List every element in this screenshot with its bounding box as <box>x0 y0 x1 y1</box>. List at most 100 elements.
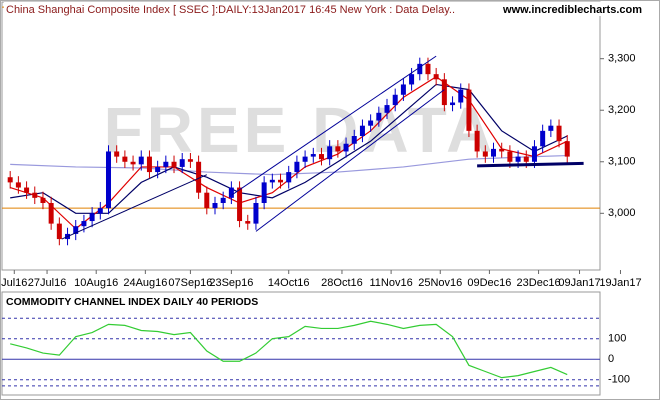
candle-body <box>40 197 46 203</box>
watermark: FREE DATA <box>104 94 497 166</box>
candle-body <box>130 161 136 165</box>
candle-body <box>196 161 202 193</box>
candle-body <box>425 63 431 75</box>
x-tick-label: 09Jan17 <box>558 277 600 289</box>
y-tick-label: 3,100 <box>608 156 636 168</box>
candle-body <box>228 187 234 198</box>
candle-body <box>458 89 464 103</box>
candle-body <box>32 192 38 198</box>
candle-body <box>294 161 300 173</box>
x-tick-label: 25Nov16 <box>418 277 462 289</box>
candle-body <box>171 161 177 167</box>
candle-body <box>155 166 161 173</box>
candle-body <box>163 161 169 167</box>
candle-body <box>179 159 185 167</box>
candle-body <box>253 203 259 224</box>
x-tick-label: 27Jul16 <box>28 277 67 289</box>
candle-body <box>97 208 103 214</box>
candle-body <box>507 151 513 162</box>
candle-body <box>73 226 79 234</box>
candle-body <box>335 146 341 152</box>
y-tick-label: 100 <box>608 333 626 345</box>
candle-body <box>384 105 390 113</box>
candle-body <box>89 213 95 222</box>
x-tick-label: 24Aug16 <box>123 277 167 289</box>
trend-line <box>255 89 445 232</box>
x-tick-label: 11Nov16 <box>370 277 413 289</box>
candle-body <box>245 221 251 224</box>
candle-body <box>368 120 374 126</box>
candle-body <box>187 159 193 162</box>
candle-body <box>515 156 521 162</box>
candle-body <box>474 130 480 152</box>
candle-body <box>417 63 423 75</box>
candle-body <box>351 136 357 144</box>
candle-body <box>269 179 275 183</box>
candle-body <box>441 79 447 106</box>
x-tick-label: 19Jan17 <box>599 277 641 289</box>
candle-body <box>491 148 497 157</box>
candle-body <box>56 223 62 240</box>
y-tick-label: 0 <box>608 353 614 365</box>
candle-body <box>146 156 152 173</box>
x-tick-label: 10Aug16 <box>74 277 118 289</box>
cci-line <box>10 320 568 379</box>
candle-body <box>499 148 505 152</box>
candle-body <box>409 74 415 85</box>
price-panel <box>1 1 601 271</box>
candle-body <box>482 151 488 157</box>
x-tick-label: Jul16 <box>1 277 27 289</box>
y-tick-label: 3,300 <box>608 53 636 65</box>
candle-body <box>466 89 472 131</box>
candle-body <box>400 84 406 95</box>
candle-body <box>24 187 30 193</box>
x-tick-label: 07Sep16 <box>168 277 212 289</box>
candle-body <box>204 192 210 209</box>
candle-body <box>540 130 546 147</box>
chart-title: China Shanghai Composite Index [ SSEC ]:… <box>6 4 455 16</box>
candle-body <box>105 151 111 209</box>
candle-body <box>114 151 120 157</box>
candle-body <box>81 221 87 227</box>
site-name: www.incrediblecharts.com <box>502 4 642 16</box>
x-tick-label: 09Dec16 <box>467 277 511 289</box>
y-tick-label: 3,000 <box>608 207 636 219</box>
candle-body <box>318 154 324 160</box>
candle-body <box>376 112 382 121</box>
candle-body <box>392 94 398 106</box>
candle-body <box>450 102 456 106</box>
candle-body <box>359 125 365 136</box>
candle-body <box>278 179 284 183</box>
candle-body <box>237 187 243 222</box>
x-tick-label: 14Oct16 <box>268 277 310 289</box>
candle-body <box>138 156 144 165</box>
trend-line <box>477 161 584 168</box>
candle-body <box>531 146 537 162</box>
x-tick-label: 23Dec16 <box>517 277 561 289</box>
candle-body <box>15 182 21 188</box>
x-tick-label: 23Sep16 <box>209 277 253 289</box>
candle-body <box>7 177 13 183</box>
indicator-title: COMMODITY CHANNEL INDEX DAILY 40 PERIODS <box>6 296 258 308</box>
candle-body <box>122 156 128 162</box>
candle-body <box>548 125 554 131</box>
x-tick-label: 28Oct16 <box>321 277 363 289</box>
y-tick-label: -100 <box>608 374 630 386</box>
trend-line <box>231 55 437 196</box>
candle-body <box>564 141 570 157</box>
candle-body <box>220 197 226 203</box>
candle-body <box>523 156 529 162</box>
candle-body <box>433 74 439 80</box>
candle-body <box>286 172 292 183</box>
candle-body <box>48 203 54 224</box>
candle-body <box>556 125 562 142</box>
candle-body <box>343 143 349 152</box>
moving-average <box>10 83 568 214</box>
title-background <box>4 2 644 16</box>
trend-line <box>61 174 207 240</box>
candle-body <box>310 154 316 157</box>
candle-body <box>212 203 218 209</box>
candle-body <box>261 182 267 203</box>
candle-body <box>327 146 333 160</box>
